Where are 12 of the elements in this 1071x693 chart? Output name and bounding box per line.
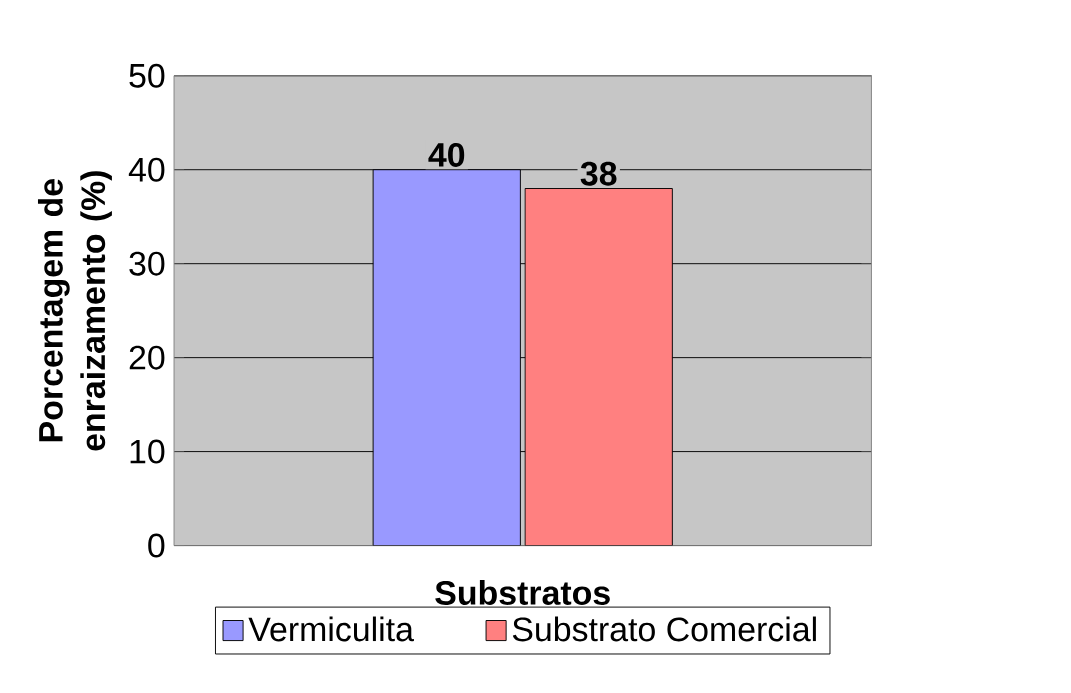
y-tick-label: 20 — [129, 345, 165, 370]
x-axis-title: Substratos — [435, 580, 610, 606]
data-label: 40 — [428, 143, 465, 167]
data-label: 38 — [580, 161, 617, 186]
y-tick-label: 50 — [129, 63, 165, 88]
legend-label: Substrato Comercial — [512, 616, 816, 642]
y-tick-label: 10 — [130, 439, 165, 464]
y-tick-label: 40 — [128, 157, 165, 182]
y-tick-label: 0 — [148, 533, 165, 558]
legend-label: Vermiculita — [248, 616, 414, 642]
y-tick-label: 30 — [129, 251, 165, 276]
y-axis-title: Porcentagem de enraizamento (%) — [37, 171, 112, 451]
